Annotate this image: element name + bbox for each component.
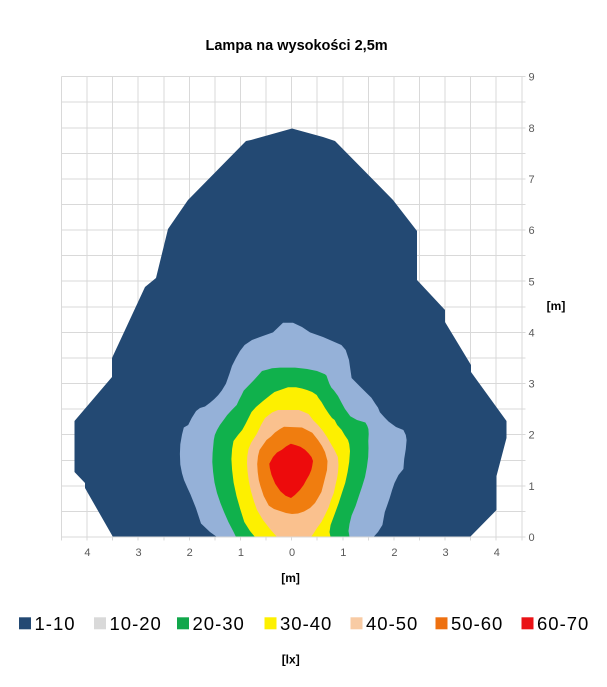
svg-text:50-60: 50-60 (451, 613, 503, 634)
svg-text:[m]: [m] (547, 299, 566, 313)
svg-text:1: 1 (238, 547, 244, 559)
svg-text:[m]: [m] (281, 571, 300, 585)
svg-text:6: 6 (529, 225, 535, 237)
svg-text:5: 5 (529, 276, 535, 288)
svg-text:10-20: 10-20 (110, 613, 162, 634)
svg-text:3: 3 (529, 379, 535, 391)
svg-text:30-40: 30-40 (280, 613, 332, 634)
svg-text:40-50: 40-50 (366, 613, 418, 634)
svg-text:2: 2 (391, 547, 397, 559)
svg-text:60-70: 60-70 (537, 613, 589, 634)
svg-text:4: 4 (84, 547, 90, 559)
svg-text:4: 4 (494, 547, 500, 559)
svg-text:3: 3 (136, 547, 142, 559)
svg-text:1-10: 1-10 (35, 613, 76, 634)
svg-text:0: 0 (289, 547, 295, 559)
svg-text:2: 2 (187, 547, 193, 559)
svg-text:Lampa na wysokości 2,5m: Lampa na wysokości 2,5m (206, 38, 388, 54)
svg-text:7: 7 (529, 174, 535, 186)
svg-text:4: 4 (529, 327, 535, 339)
svg-text:0: 0 (529, 532, 535, 544)
svg-text:3: 3 (443, 547, 449, 559)
svg-text:1: 1 (529, 481, 535, 493)
svg-text:1: 1 (340, 547, 346, 559)
svg-text:[lx]: [lx] (282, 653, 300, 667)
svg-text:20-30: 20-30 (193, 613, 245, 634)
svg-text:2: 2 (529, 430, 535, 442)
svg-text:8: 8 (529, 123, 535, 135)
svg-text:9: 9 (529, 72, 535, 84)
